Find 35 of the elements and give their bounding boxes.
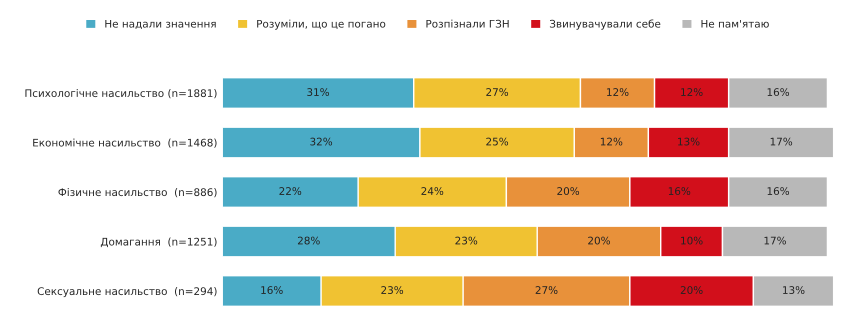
- data-label: 16%: [668, 187, 690, 195]
- data-label: 27%: [486, 88, 508, 96]
- data-label: 12%: [607, 88, 628, 96]
- legend-label: Звинувачували себе: [550, 19, 660, 30]
- legend-label: Не надали значення: [105, 20, 216, 29]
- data-label: 16%: [261, 286, 283, 294]
- y-tick-label: Економічне насильство (n=1468): [33, 138, 217, 148]
- y-tick-label: Сексуальне насильство (n=294): [38, 287, 217, 298]
- data-label: 24%: [421, 187, 444, 195]
- data-label: 22%: [279, 187, 302, 195]
- data-label: 12%: [600, 138, 622, 146]
- y-tick-label: Фізичне насильство (n=886): [58, 188, 217, 198]
- data-label: 27%: [536, 286, 558, 294]
- data-label: 17%: [764, 236, 786, 245]
- data-label: 23%: [455, 236, 478, 245]
- legend-label: Розпізнали ГЗН: [426, 20, 509, 28]
- data-label: 13%: [678, 138, 700, 146]
- data-label: 16%: [768, 187, 790, 195]
- data-label: 20%: [680, 286, 703, 294]
- data-label: 20%: [557, 187, 580, 195]
- data-label: 16%: [768, 88, 790, 96]
- data-label: 17%: [770, 138, 792, 146]
- data-label: 13%: [783, 286, 804, 294]
- data-label: 12%: [681, 88, 703, 96]
- data-label: 32%: [310, 138, 332, 146]
- data-label: 10%: [681, 236, 703, 245]
- y-tick-label: Домагання (n=1251): [100, 238, 217, 248]
- y-tick-label: Психологічне насильство (n=1881): [25, 89, 217, 98]
- data-label: 23%: [381, 286, 404, 294]
- data-label: 20%: [588, 236, 610, 245]
- legend-label: Не пам'ятаю: [701, 20, 769, 28]
- legend-label: Розуміли, що це погано: [257, 20, 386, 30]
- data-label: 31%: [307, 88, 330, 96]
- data-label: 25%: [486, 138, 508, 146]
- data-label: 28%: [298, 236, 320, 245]
